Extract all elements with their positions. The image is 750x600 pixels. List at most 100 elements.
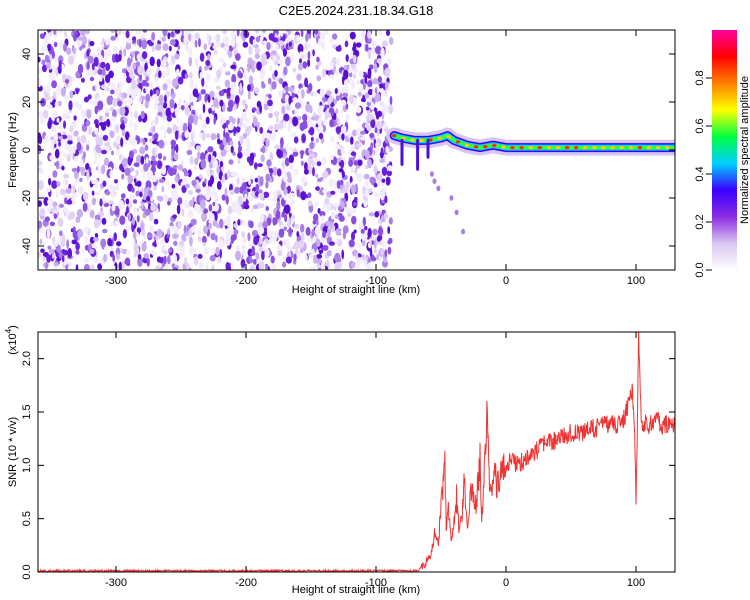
noise-blob (300, 176, 307, 184)
noise-blob (307, 118, 312, 127)
noise-blob (283, 194, 288, 201)
noise-blob (139, 205, 144, 210)
noise-blob (260, 66, 266, 75)
noise-blob (128, 213, 131, 221)
noise-blob (350, 166, 356, 174)
noise-blob (230, 81, 237, 90)
snr-x-tick-label: -300 (105, 577, 127, 589)
noise-blob (46, 228, 51, 239)
noise-blob (332, 202, 339, 207)
noise-blob (120, 193, 126, 199)
noise-blob (170, 39, 176, 46)
noise-blob (115, 135, 122, 145)
noise-blob (88, 166, 92, 173)
noise-blob (137, 254, 142, 260)
noise-blob (193, 165, 197, 171)
noise-blob (285, 144, 289, 152)
noise-blob (311, 160, 315, 167)
noise-blob (47, 45, 51, 52)
noise-blob (231, 30, 236, 39)
noise-blob (254, 87, 259, 95)
noise-blob (373, 77, 378, 84)
noise-blob (148, 212, 154, 222)
noise-blob (271, 230, 277, 236)
ridge-peak (601, 146, 606, 150)
noise-blob (221, 174, 225, 184)
noise-blob (110, 89, 115, 95)
noise-blob (274, 60, 278, 66)
noise-blob (165, 66, 171, 76)
noise-blob (296, 73, 302, 81)
noise-blob (162, 30, 168, 37)
noise-blob (279, 224, 284, 229)
noise-blob (87, 55, 94, 64)
snr-x-ticks: -300 -200 -100 0 100 (105, 332, 645, 589)
noise-blob (206, 32, 210, 43)
spectrogram-x-ticks: -300 -200 -100 0 100 (105, 30, 645, 287)
noise-blob (158, 178, 165, 183)
noise-blob (140, 155, 145, 165)
noise-blob (365, 164, 369, 170)
spectrogram-y-tick-label: 40 (21, 48, 33, 60)
noise-blob (378, 226, 383, 237)
noise-blob (367, 30, 372, 39)
noise-blob (253, 236, 259, 246)
noise-blob (376, 120, 383, 130)
noise-blob (290, 30, 294, 34)
noise-blob (337, 157, 341, 163)
noise-blob (335, 142, 340, 150)
noise-blob (282, 48, 287, 57)
noise-blob (281, 162, 285, 168)
noise-blob (168, 248, 173, 253)
noise-blob (202, 103, 206, 114)
noise-blob (204, 178, 207, 184)
noise-blob (312, 219, 317, 225)
noise-blob (366, 125, 372, 132)
noise-blob (237, 158, 241, 165)
noise-blob (347, 212, 352, 217)
noise-blob (188, 47, 193, 57)
noise-blob (372, 40, 377, 49)
noise-blob (354, 262, 361, 269)
noise-blob (292, 110, 296, 115)
noise-blob (174, 30, 181, 34)
noise-blob (353, 54, 357, 64)
noise-blob (151, 250, 157, 256)
noise-blob (145, 180, 152, 190)
ridge-peak (473, 145, 479, 149)
noise-blob (356, 173, 363, 182)
noise-blob (237, 219, 241, 226)
noise-blob (208, 153, 212, 163)
noise-blob (114, 53, 119, 63)
noise-blob (365, 86, 369, 92)
noise-blob (293, 136, 299, 144)
noise-blob (53, 30, 57, 35)
noise-blob (259, 104, 262, 114)
noise-blob (372, 88, 376, 99)
noise-blob (55, 67, 58, 77)
noise-blob (141, 39, 147, 50)
noise-blob (129, 69, 134, 79)
noise-blob (315, 186, 320, 191)
noise-blob (222, 30, 228, 35)
noise-blob (108, 146, 112, 151)
noise-blob (97, 162, 101, 172)
noise-blob (324, 30, 330, 35)
noise-blob (312, 166, 315, 177)
noise-blob (91, 190, 95, 196)
noise-blob (75, 242, 80, 251)
noise-blob (322, 170, 329, 178)
noise-blob (135, 169, 139, 177)
noise-blob (205, 190, 211, 201)
noise-blob (44, 134, 49, 144)
noise-blob (130, 91, 137, 99)
noise-blob (373, 183, 378, 188)
noise-blob (322, 177, 326, 183)
ridge-peak (646, 146, 652, 150)
noise-blob (294, 106, 298, 116)
noise-blob (98, 211, 105, 218)
noise-blob (288, 154, 294, 164)
noise-blob (239, 82, 243, 92)
noise-blob (309, 248, 315, 254)
noise-blob (52, 201, 58, 208)
